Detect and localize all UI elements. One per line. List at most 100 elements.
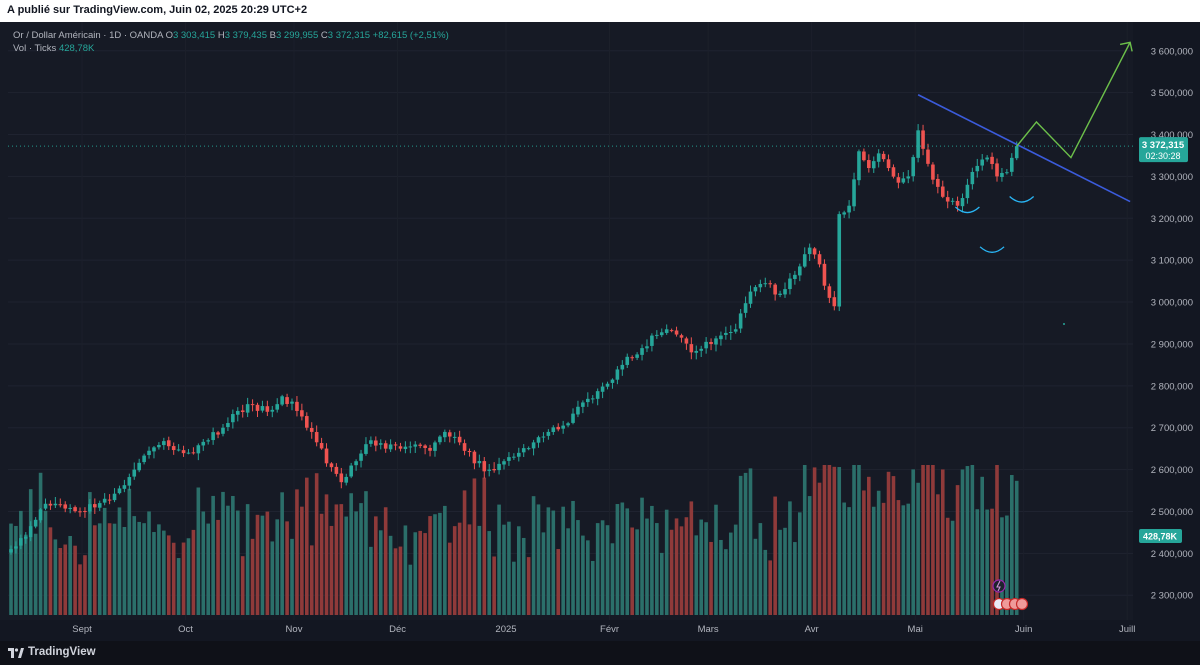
volume-bar [314,473,319,615]
volume-bar [201,511,206,615]
x-tick-label: Juill [1119,624,1135,635]
candle-body [748,291,753,304]
volume-bar [502,524,506,615]
candle-body [960,198,965,207]
volume-bar [270,541,275,615]
candle-body [876,153,881,162]
volume-bar [231,495,235,615]
candle-body [669,330,674,332]
candle-body [743,303,748,313]
candle-body [78,511,82,513]
candle-body [418,444,422,446]
volume-bar [536,504,541,615]
volume-bar [142,523,146,615]
candle-body [497,463,501,471]
candle-body [43,503,48,509]
candle-body [152,447,156,452]
volume-bar [107,523,112,615]
volume-bar [428,516,432,615]
candle-body [674,330,679,335]
candle-body [216,432,220,435]
volume-bar [955,485,960,615]
candle-body [1000,172,1004,178]
legend-vol-label[interactable]: Vol · Ticks [13,43,57,54]
volume-bar [891,476,896,615]
candle-body [536,437,541,443]
candle-body [206,440,210,442]
candle-body [413,444,418,447]
candle-body [374,440,378,446]
candle-body [521,448,526,453]
volume-bar [788,501,792,615]
volume-bar [388,535,393,615]
volume-bar [990,508,994,615]
candle-body [526,448,531,450]
volume-bar [255,514,260,615]
volume-bar [487,531,492,615]
volume-bar [950,520,955,615]
candle-body [102,498,107,503]
volume-bar [546,507,551,615]
candle-body [245,404,250,413]
candle-body [936,178,940,187]
x-tick-label: Mai [908,624,923,635]
volume-bar [778,529,782,615]
x-tick-label: Nov [286,624,303,635]
candle-body [733,329,738,332]
candle-body [906,176,911,179]
candle-body [492,468,496,471]
candle-body [921,130,925,149]
candle-body [738,313,743,329]
candle-body [211,432,215,441]
x-tick-label: Juin [1015,624,1032,635]
volume-bar [684,517,689,615]
volume-bar [586,540,590,615]
legend-symbol[interactable]: Or / Dollar Américain · 1D · OANDA [13,30,163,41]
volume-bar [886,471,891,615]
candle-body [9,549,13,553]
volume-bar [38,472,43,615]
candle-body [1014,146,1019,159]
candle-body [398,446,403,449]
volume-bar [709,541,713,615]
candle-body [837,214,842,307]
volume-badge-value: 428,78K [1143,532,1178,542]
volume-bar [93,525,97,615]
volume-bar [162,530,166,615]
legend-volume-row: Vol · Ticks 428,78K [13,42,449,55]
volume-bar [610,543,615,615]
legend-h-value: 3 379,435 [224,30,267,41]
volume-bar [260,515,265,615]
volume-bar [807,496,812,615]
candle-body [472,451,477,464]
y-tick-label: 3 400,000 [1151,130,1193,141]
volume-bar [763,549,768,615]
volume-bar [753,538,758,615]
candle-body [516,452,521,457]
volume-bar [408,564,413,615]
candle-body [689,344,694,353]
candle-body [388,444,393,450]
volume-bar [19,510,23,615]
candle-body [28,526,33,538]
volume-bar [822,465,827,615]
volume-badge [1139,529,1182,543]
volume-bar [324,494,329,615]
y-tick-label: 3 100,000 [1151,256,1193,267]
candle-body [181,450,186,454]
candle-body [260,406,265,411]
y-tick-label: 2 400,000 [1151,549,1193,560]
candle-body [176,449,181,451]
volume-bar [812,467,817,615]
x-tick-label: Sept [72,624,92,635]
candle-body [625,356,630,365]
candle-body [147,450,151,456]
candle-body [285,397,289,404]
volume-bar [58,548,63,615]
volume-bar [88,492,92,615]
candle-body [359,453,363,461]
candle-body [650,335,654,346]
candle-body [117,488,122,494]
candle-body [393,444,398,446]
